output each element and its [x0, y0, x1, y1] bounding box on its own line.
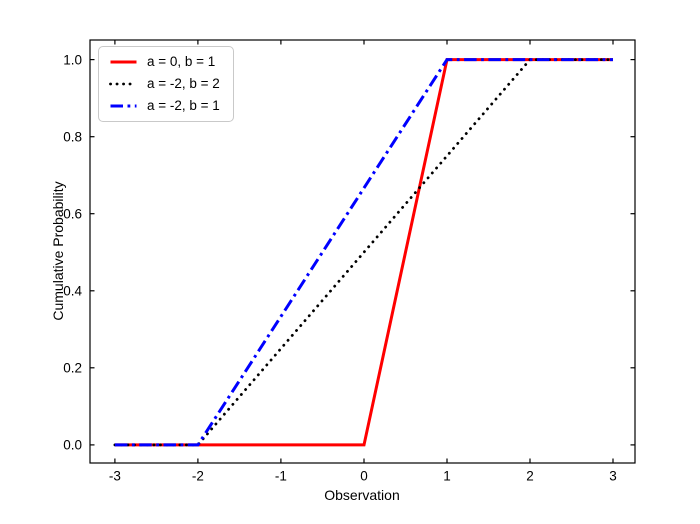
legend: a = 0, b = 1 a = -2, b = 2 a = -2, b = 1 — [98, 46, 234, 122]
y-tick-label: 0.2 — [63, 361, 82, 376]
legend-item: a = -2, b = 1 — [109, 95, 233, 117]
x-tick-label: -3 — [109, 469, 121, 484]
axes-frame — [89, 39, 636, 464]
legend-item: a = 0, b = 1 — [109, 51, 233, 73]
legend-label: a = -2, b = 1 — [147, 98, 220, 114]
x-tick-label: 3 — [609, 469, 617, 484]
tick-labels: -3 -2 -1 0 1 2 3 0.0 0.2 0.4 0.6 0.8 1.0 — [63, 52, 617, 483]
x-tick-label: -2 — [192, 469, 204, 484]
y-tick-label: 0.4 — [63, 284, 82, 299]
x-tick-label: -1 — [275, 469, 287, 484]
y-tick-label: 1.0 — [63, 52, 82, 67]
legend-label: a = -2, b = 2 — [147, 76, 220, 92]
series-line-2 — [114, 58, 613, 447]
legend-label: a = 0, b = 1 — [147, 54, 216, 70]
legend-line-sample-dotted — [109, 82, 138, 86]
legend-line-sample-solid — [110, 60, 137, 64]
y-tick-label: 0.0 — [63, 438, 82, 453]
x-tick-label: 1 — [443, 469, 451, 484]
legend-item: a = -2, b = 2 — [109, 73, 233, 95]
x-tick-label: 2 — [526, 469, 534, 484]
y-axis-label: Cumulative Probability — [50, 181, 66, 320]
series-line-1 — [113, 58, 615, 447]
x-axis-label: Observation — [324, 487, 399, 503]
series-group — [113, 58, 615, 447]
x-tick-label: 0 — [360, 469, 368, 484]
ticks — [90, 40, 635, 463]
legend-line-sample-dashdot — [110, 104, 137, 108]
y-tick-label: 0.6 — [63, 207, 82, 222]
y-tick-label: 0.8 — [63, 130, 82, 145]
